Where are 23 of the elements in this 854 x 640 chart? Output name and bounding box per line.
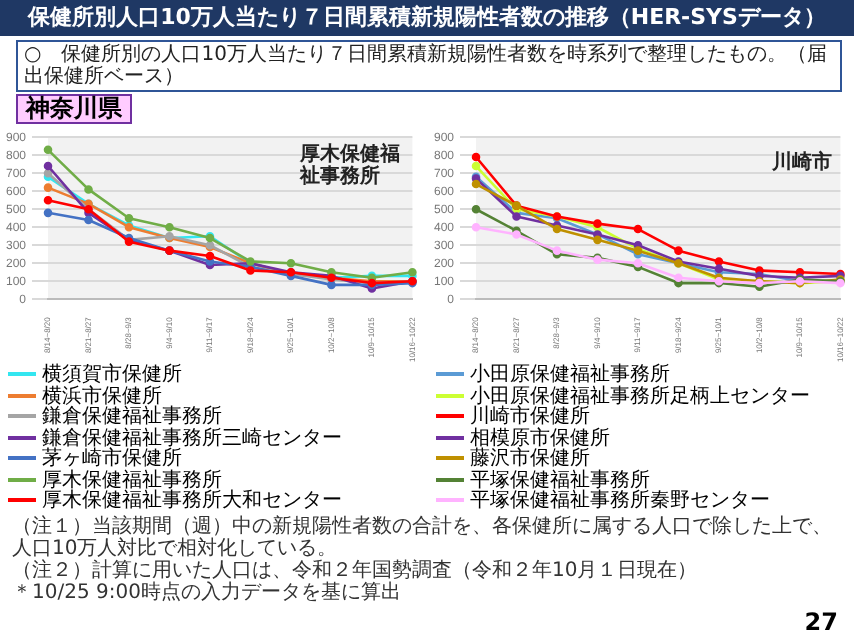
text: 27 xyxy=(804,608,838,636)
legend-label: 鎌倉保健福祉事務所三崎センター xyxy=(42,427,342,449)
legend-label: 厚木保健福祉事務所大和センター xyxy=(42,490,342,512)
legend-label: 厚木保健福祉事務所 xyxy=(42,469,222,491)
legend-label: 小田原保健福祉事務所足柄上センター xyxy=(470,385,810,407)
chart-subtitle: ○ 保健所別の人口10万人当たり７日間累積新規陽性者数を時系列で整理したもの。（届出保健所ベース） xyxy=(16,40,842,92)
legend-label: 鎌倉保健福祉事務所 xyxy=(42,406,222,428)
text: （注１）当該期間（週）中の新規陽性者数の合計を、各保健所に属する人口で除した上で、人口10万人対比で相対化している。 xyxy=(12,516,834,560)
text: （注２）計算に用いた人口は、令和２年国勢調査（令和２年10月１日現在） xyxy=(12,560,700,582)
legend-label: 藤沢市保健所 xyxy=(470,448,590,470)
legend-label: 相模原市保健所 xyxy=(470,427,610,449)
legend-label: 茅ヶ崎市保健所 xyxy=(42,448,182,470)
chart-title: 保健所別人口10万人当たり７日間累積新規陽性者数の推移（HER-SYSデータ） xyxy=(0,0,854,36)
annotation: 川崎市 xyxy=(772,152,834,174)
legend-label: 横浜市保健所 xyxy=(42,385,162,407)
annotation: 厚木保健福祉事務所 xyxy=(300,144,402,188)
legend-label: 小田原保健福祉事務所 xyxy=(470,364,670,386)
legend-label: 横須賀市保健所 xyxy=(42,364,182,386)
text: ＊10/25 9:00時点の入力データを基に算出 xyxy=(12,582,403,604)
legend-label: 平塚保健福祉事務所秦野センター xyxy=(470,490,770,512)
text: 神奈川県 xyxy=(16,94,132,124)
legend-label: 平塚保健福祉事務所 xyxy=(470,469,650,491)
legend-label: 川崎市保健所 xyxy=(470,406,590,428)
